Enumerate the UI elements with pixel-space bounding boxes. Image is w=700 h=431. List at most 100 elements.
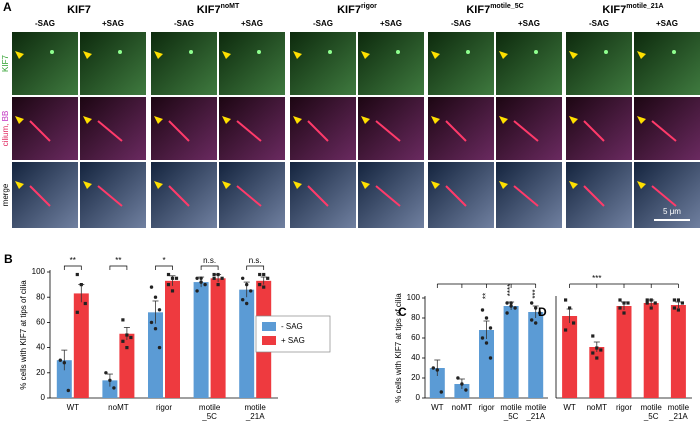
group-name: KIF7 — [337, 4, 361, 16]
micrograph — [151, 97, 217, 160]
data-point — [595, 346, 599, 350]
bar — [56, 360, 72, 398]
data-point — [676, 308, 680, 312]
scale-label: 5 μm — [663, 207, 681, 216]
legend-label: + SAG — [281, 336, 305, 345]
data-point — [266, 276, 270, 280]
y-tick-label: 100 — [32, 267, 46, 276]
data-point — [645, 298, 649, 302]
sig-label: **** — [506, 284, 515, 296]
micrograph — [634, 162, 700, 228]
arrowhead — [222, 51, 231, 59]
column-label: -SAG — [589, 19, 609, 28]
group-sup: noMT — [221, 3, 240, 10]
arrowhead — [637, 116, 646, 124]
micrograph — [496, 162, 562, 228]
y-axis-label: % cells with KIF7 at tips of cilia — [19, 280, 28, 390]
group-sup: motile_21A — [626, 3, 663, 10]
cilium — [97, 120, 123, 142]
bar — [616, 306, 632, 398]
kif7-spot — [604, 50, 608, 54]
y-tick-label: 40 — [36, 343, 45, 352]
charts: B % cells with KIF7 at tips of cilia 0 20 40… — [4, 252, 692, 421]
y-tick-label: 80 — [36, 292, 45, 301]
data-point — [108, 378, 112, 383]
cilium — [29, 120, 51, 142]
data-point — [484, 341, 489, 345]
bar — [210, 278, 226, 398]
sig-label: *** — [592, 274, 601, 283]
micrograph — [290, 162, 356, 228]
data-point — [672, 306, 676, 310]
legend-label: - SAG — [281, 322, 303, 331]
group-name: KIF7 — [602, 4, 626, 16]
micrograph — [80, 97, 146, 160]
bar — [479, 330, 494, 398]
x-tick-label: motile _21A — [668, 403, 690, 421]
arrowhead — [222, 181, 231, 189]
micrograph — [358, 162, 424, 228]
data-point — [212, 272, 216, 277]
arrowhead — [154, 116, 163, 124]
column-label: +SAG — [241, 19, 263, 28]
group-sup: motile_5C — [490, 3, 523, 10]
sig-bracket — [63, 265, 82, 270]
bar — [148, 312, 163, 398]
cilium — [583, 120, 605, 142]
cilium — [307, 120, 329, 142]
data-point — [199, 276, 203, 280]
y-tick-label: 0 — [416, 393, 421, 402]
y-tick-label: 20 — [411, 373, 420, 382]
data-point — [62, 361, 66, 365]
micrograph — [219, 32, 285, 95]
arrowhead — [637, 51, 646, 59]
data-point — [591, 334, 595, 338]
cilium — [236, 185, 262, 207]
data-point — [649, 306, 653, 310]
y-axis-label: % cells with KIF7 at tips of cilia — [394, 293, 403, 403]
cilium — [583, 185, 605, 207]
cilium — [168, 120, 190, 142]
column-label: +SAG — [656, 19, 678, 28]
micrograph — [12, 162, 78, 228]
micrograph — [358, 32, 424, 95]
data-point — [464, 388, 468, 392]
data-point — [216, 272, 220, 277]
sig-label: ** — [115, 256, 121, 265]
data-point — [460, 382, 464, 386]
data-point — [258, 272, 262, 277]
data-point — [505, 301, 509, 305]
data-point — [241, 298, 245, 302]
bar — [119, 333, 135, 398]
micrograph — [428, 32, 494, 95]
data-point — [618, 306, 622, 310]
arrowhead — [431, 51, 440, 59]
arrowhead — [293, 181, 302, 189]
data-point — [153, 295, 158, 299]
data-point — [653, 301, 657, 305]
column-label: +SAG — [102, 19, 124, 28]
kif7-spot — [118, 50, 122, 54]
data-point — [599, 348, 603, 352]
arrowhead — [569, 116, 578, 124]
x-tick-label: noMT — [587, 403, 608, 412]
column-label: +SAG — [518, 19, 540, 28]
arrowhead — [499, 116, 508, 124]
cilium — [651, 120, 677, 142]
x-tick-label: motile _21A — [245, 403, 267, 421]
arrowhead — [361, 51, 370, 59]
data-point — [676, 298, 680, 302]
sig-label: * — [162, 256, 165, 265]
data-point — [129, 335, 133, 340]
data-point — [488, 326, 493, 330]
group-title: KIF7noMT — [197, 3, 240, 16]
column-label: -SAG — [451, 19, 471, 28]
column-label: -SAG — [174, 19, 194, 28]
micrograph — [566, 32, 632, 95]
arrowhead — [15, 51, 24, 59]
arrowhead — [499, 51, 508, 59]
arrowhead — [15, 116, 24, 124]
sig-label: ** — [70, 256, 76, 265]
cilium — [513, 185, 539, 207]
data-point — [83, 301, 87, 306]
